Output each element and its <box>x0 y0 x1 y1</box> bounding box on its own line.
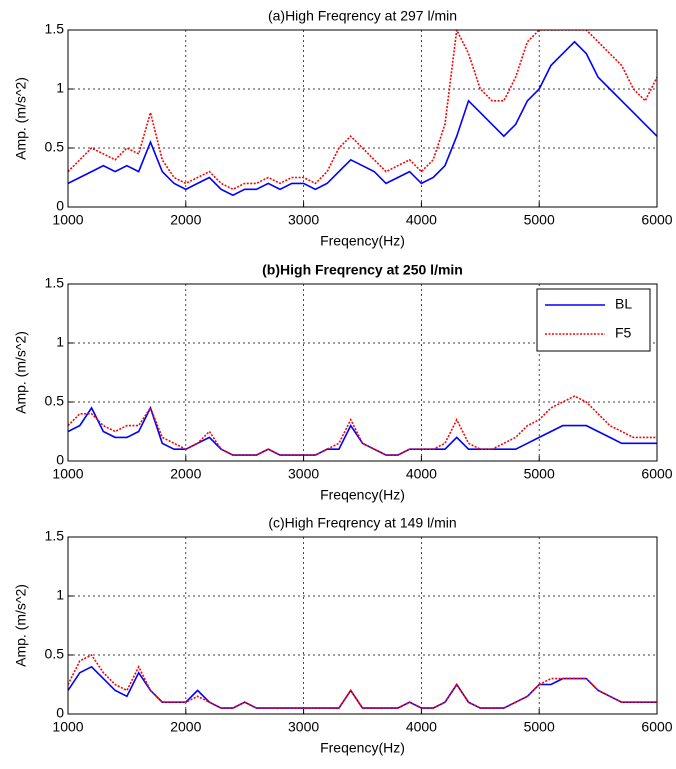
y-tick-label: 0 <box>56 705 64 721</box>
plot-lines <box>68 653 657 709</box>
y-tick-label: 0 <box>56 452 64 468</box>
series-line <box>68 653 657 709</box>
y-tick-label: 1 <box>56 334 64 350</box>
x-tick-label: 3000 <box>288 212 319 228</box>
x-axis-label: Freqency(Hz) <box>320 487 405 503</box>
x-tick-label: 5000 <box>524 212 555 228</box>
x-tick-label: 2000 <box>170 719 201 735</box>
y-tick-label: 1 <box>56 80 64 96</box>
y-tick-label: 1.5 <box>45 21 65 37</box>
y-tick-label: 0.5 <box>45 139 65 155</box>
chart-title: (a)High Freqrency at 297 l/min <box>268 8 457 24</box>
x-tick-label: 1000 <box>52 466 83 482</box>
x-tick-label: 6000 <box>641 466 672 482</box>
y-tick-label: 1.5 <box>45 275 65 291</box>
y-tick-label: 0.5 <box>45 393 65 409</box>
axes-box <box>67 29 658 208</box>
series-line <box>68 405 657 456</box>
legend-label: F5 <box>615 325 632 341</box>
y-axis-label: Amp. (m/s^2) <box>13 331 29 414</box>
x-tick-label: 3000 <box>288 466 319 482</box>
plot-area <box>68 537 657 714</box>
x-tick-label: 4000 <box>406 212 437 228</box>
x-tick-label: 6000 <box>641 719 672 735</box>
y-tick-label: 0 <box>56 198 64 214</box>
y-tick-label: 1.5 <box>45 528 65 544</box>
x-tick-label: 3000 <box>288 719 319 735</box>
chart-title: (b)High Freqrency at 250 l/min <box>262 262 463 278</box>
chart-title: (c)High Freqrency at 149 l/min <box>268 515 456 531</box>
x-tick-label: 4000 <box>406 466 437 482</box>
x-axis-label: Freqency(Hz) <box>320 740 405 756</box>
x-tick-label: 5000 <box>524 466 555 482</box>
series-line <box>68 30 657 191</box>
plot-lines <box>68 395 657 456</box>
x-tick-label: 4000 <box>406 719 437 735</box>
x-axis-label: Freqency(Hz) <box>320 233 405 249</box>
y-tick-label: 0.5 <box>45 646 65 662</box>
x-tick-label: 6000 <box>641 212 672 228</box>
x-tick-label: 1000 <box>52 719 83 735</box>
axes-box <box>67 536 658 715</box>
x-tick-label: 1000 <box>52 212 83 228</box>
y-axis-label: Amp. (m/s^2) <box>13 77 29 160</box>
x-tick-label: 2000 <box>170 466 201 482</box>
plot-lines <box>68 30 657 197</box>
x-tick-label: 5000 <box>524 719 555 735</box>
axes-box <box>67 283 658 462</box>
y-axis-label: Amp. (m/s^2) <box>13 584 29 667</box>
legend-box <box>536 288 651 352</box>
series-line <box>68 395 657 456</box>
legend-label: BL <box>615 296 632 312</box>
y-tick-label: 1 <box>56 587 64 603</box>
x-tick-label: 2000 <box>170 212 201 228</box>
series-line <box>68 40 657 197</box>
plot-area <box>68 30 657 207</box>
